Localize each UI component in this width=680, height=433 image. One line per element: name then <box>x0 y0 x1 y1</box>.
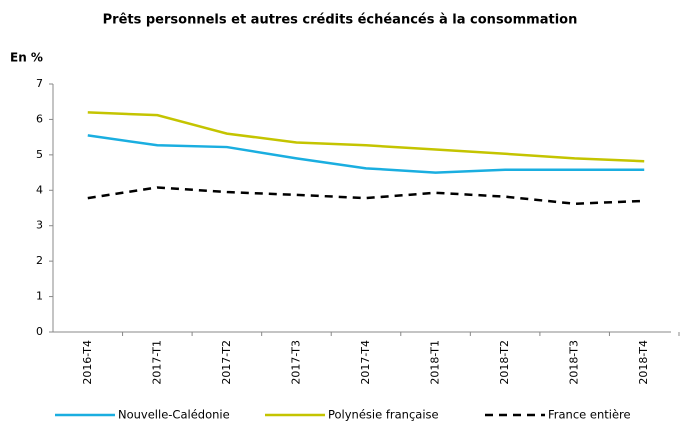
y-tick-label: 1 <box>36 290 43 303</box>
series-line <box>87 134 645 174</box>
legend-label: Nouvelle-Calédonie <box>118 408 230 422</box>
legend-label: Polynésie française <box>328 408 439 422</box>
legend-label: France entière <box>548 408 631 422</box>
x-tick-label: 2017-T1 <box>150 340 163 385</box>
x-tick-label: 2018-T1 <box>429 340 442 385</box>
y-axis-label: En % <box>10 51 43 65</box>
y-tick-label: 3 <box>36 219 43 232</box>
series-line <box>87 186 645 206</box>
x-tick-label: 2017-T2 <box>220 340 233 385</box>
x-tick-label: 2016-T4 <box>81 340 94 385</box>
x-tick-label: 2017-T4 <box>359 340 372 385</box>
x-tick-label: 2018-T2 <box>498 340 511 385</box>
y-tick-label: 2 <box>36 254 43 267</box>
chart-title: Prêts personnels et autres crédits échéa… <box>103 13 578 28</box>
y-tick-label: 0 <box>36 325 43 338</box>
y-tick-label: 4 <box>36 183 43 196</box>
y-tick-label: 5 <box>36 148 43 161</box>
x-tick-label: 2017-T3 <box>289 340 302 385</box>
x-tick-label: 2018-T3 <box>568 340 581 385</box>
x-tick-label: 2018-T4 <box>637 340 650 385</box>
series-line <box>87 111 645 163</box>
y-tick-label: 7 <box>36 77 43 90</box>
y-tick-label: 6 <box>36 112 43 125</box>
